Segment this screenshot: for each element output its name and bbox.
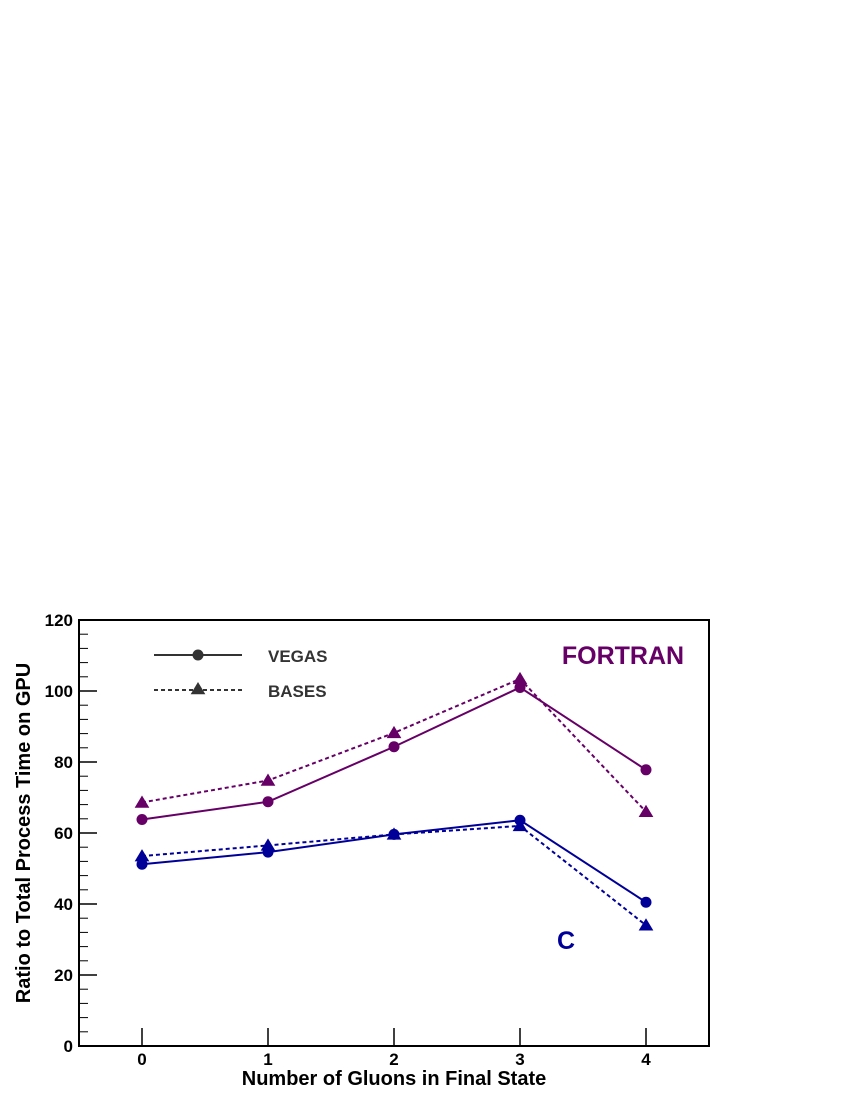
y-tick-label: 0 xyxy=(64,1037,73,1056)
x-tick-label: 4 xyxy=(641,1050,651,1069)
legend-entry-bases: BASES xyxy=(154,682,327,701)
data-point xyxy=(134,795,150,808)
y-tick-label: 60 xyxy=(54,824,73,843)
data-point xyxy=(640,764,652,776)
axis-ticks-layer: 0 20 40 60 80 100 120 0 1 2 3 4 xyxy=(45,611,652,1069)
data-point xyxy=(512,671,528,685)
series-line xyxy=(141,824,647,927)
data-point xyxy=(638,918,654,931)
data-point xyxy=(514,681,526,693)
x-tick-label: 3 xyxy=(515,1050,524,1069)
data-point xyxy=(262,796,274,808)
data-point xyxy=(386,725,402,739)
y-axis-label: Ratio to Total Process Time on GPU xyxy=(13,663,35,1003)
y-tick-label: 40 xyxy=(54,895,73,914)
x-tick-label: 2 xyxy=(389,1050,398,1069)
x-axis-label: Number of Gluons in Final State xyxy=(242,1068,546,1090)
y-tick-label: 20 xyxy=(54,966,73,985)
data-point xyxy=(260,773,276,786)
series-fortran-vegas xyxy=(136,681,652,826)
annotation-fortran: FORTRAN xyxy=(562,642,684,670)
y-tick-label: 120 xyxy=(45,611,73,630)
annotation-c: C xyxy=(557,927,575,955)
series-layer xyxy=(134,671,654,931)
data-point xyxy=(638,804,654,817)
data-point xyxy=(640,896,652,908)
legend-marker xyxy=(190,682,206,695)
series-c-bases xyxy=(134,818,654,931)
y-tick-label: 100 xyxy=(45,682,73,701)
legend-label: VEGAS xyxy=(268,647,328,666)
series-line xyxy=(141,686,647,821)
data-point xyxy=(260,838,276,851)
legend-marker xyxy=(192,649,204,661)
data-point xyxy=(136,814,148,826)
x-tick-label: 0 xyxy=(137,1050,146,1069)
data-point xyxy=(134,849,150,862)
data-point xyxy=(512,818,528,832)
data-point xyxy=(136,858,148,870)
series-fortran-bases xyxy=(134,671,654,817)
data-point xyxy=(388,741,400,753)
legend-label: BASES xyxy=(268,682,327,701)
x-tick-label: 1 xyxy=(263,1050,272,1069)
legend-layer: VEGAS BASES xyxy=(154,647,328,701)
y-tick-label: 80 xyxy=(54,753,73,772)
legend-entry-vegas: VEGAS xyxy=(154,647,328,666)
data-point xyxy=(386,827,402,840)
